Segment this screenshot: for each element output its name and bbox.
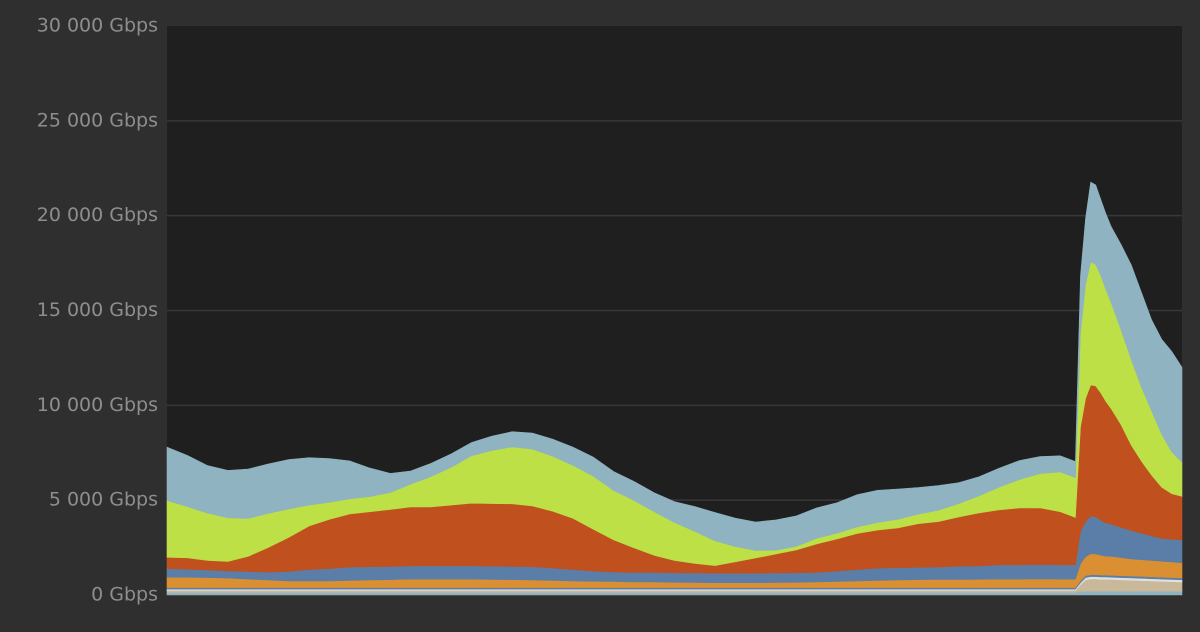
y-tick-label: 0 Gbps <box>91 584 158 606</box>
y-tick-label: 30 000 Gbps <box>37 15 158 37</box>
y-tick-label: 10 000 Gbps <box>37 394 158 416</box>
y-tick-label: 25 000 Gbps <box>37 109 158 131</box>
y-tick-label: 15 000 Gbps <box>37 299 158 321</box>
y-tick-label: 5 000 Gbps <box>49 489 158 511</box>
area-series-8 <box>166 181 1183 551</box>
y-axis-tick-labels: 0 Gbps 5 000 Gbps 10 000 Gbps 15 000 Gbps 20… <box>37 15 158 606</box>
stacked-area-series <box>166 181 1183 596</box>
y-tick-label: 20 000 Gbps <box>37 204 158 226</box>
